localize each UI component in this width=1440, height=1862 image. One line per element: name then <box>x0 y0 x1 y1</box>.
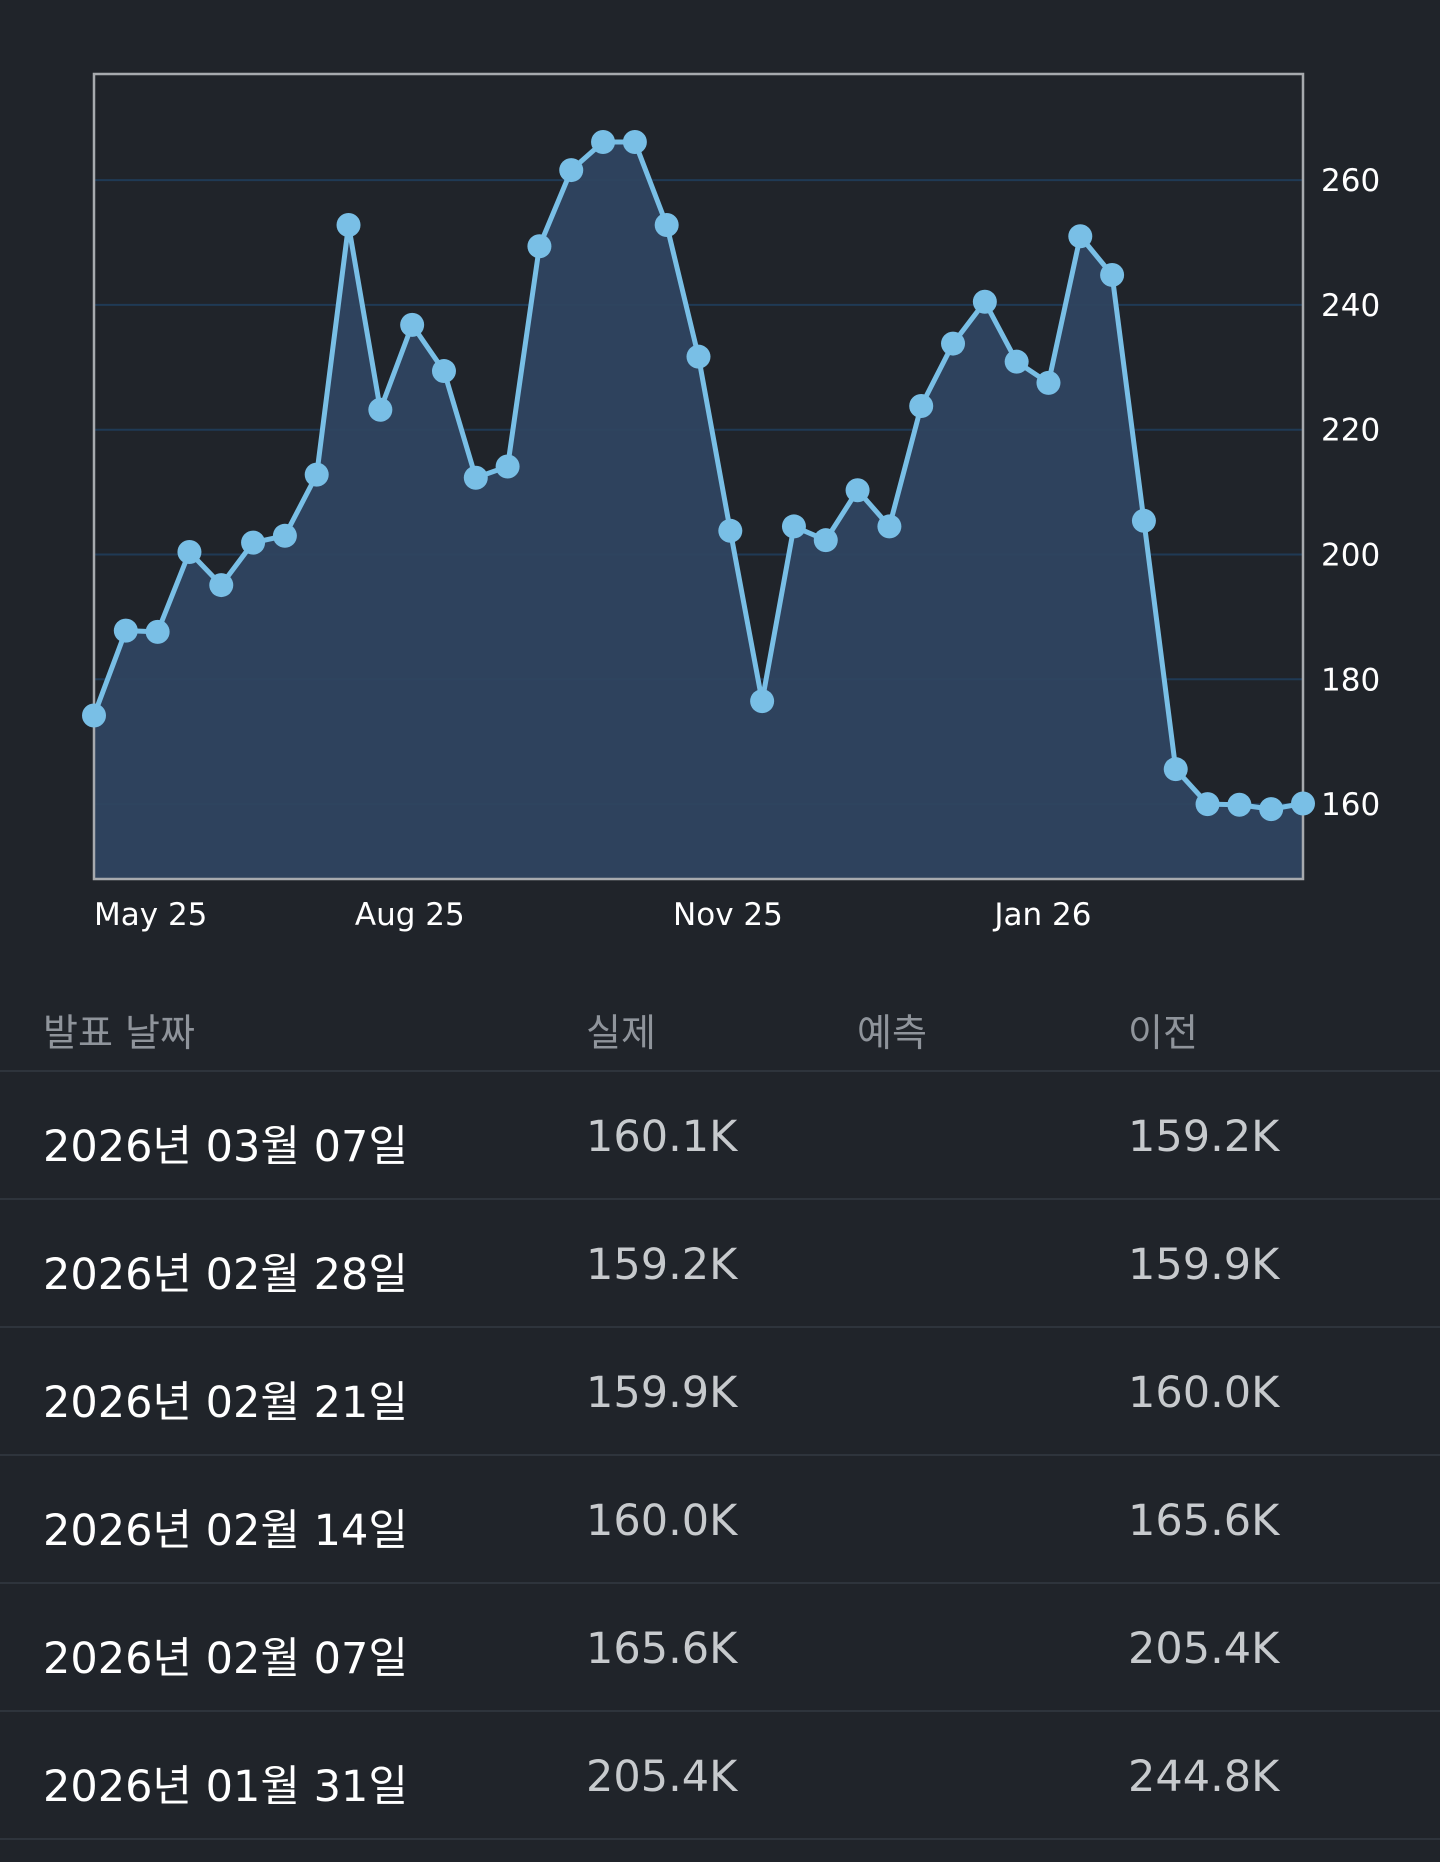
row-actual: 160.0K <box>586 1496 738 1546</box>
data-point <box>145 619 170 644</box>
chart-area: 160 180 200 220 240 260 May 25 Aug 25 Nov 25 Jan … <box>82 72 1380 933</box>
data-point <box>909 393 934 418</box>
row-actual: 165.6K <box>586 1624 738 1674</box>
x-tick-label: May 25 <box>94 897 207 933</box>
row-date: 2026년 02월 07일 <box>43 1634 408 1684</box>
header-previous: 이전 <box>1128 1011 1198 1055</box>
data-point <box>1227 792 1252 817</box>
table-row[interactable]: 2026년 02월 28일 159.2K 159.9K <box>0 1200 1440 1328</box>
table-row[interactable]: 2026년 02월 07일 165.6K 205.4K <box>0 1584 1440 1712</box>
row-actual: 159.9K <box>586 1368 738 1418</box>
data-point <box>1163 757 1188 782</box>
data-point <box>495 454 520 479</box>
data-point <box>622 130 647 155</box>
y-tick-label: 200 <box>1321 538 1380 574</box>
data-point <box>718 518 743 543</box>
table-row[interactable]: 2026년 01월 31일 205.4K 244.8K <box>0 1712 1440 1840</box>
data-point <box>813 528 838 553</box>
row-actual: 160.1K <box>586 1112 738 1162</box>
data-point <box>1068 224 1093 249</box>
table-header: 발표 날짜 실제 예측 이전 <box>0 960 1440 1072</box>
data-point <box>177 540 202 565</box>
y-tick-label: 220 <box>1321 413 1380 449</box>
row-date: 2026년 02월 28일 <box>43 1250 408 1300</box>
row-actual: 205.4K <box>586 1752 738 1802</box>
y-tick-label: 240 <box>1321 288 1380 324</box>
row-previous: 159.9K <box>1128 1240 1280 1290</box>
data-point <box>1036 370 1061 395</box>
data-point <box>1004 349 1029 374</box>
data-point <box>113 618 138 643</box>
data-point <box>400 312 425 337</box>
data-point <box>1100 262 1125 287</box>
header-date: 발표 날짜 <box>43 1011 195 1055</box>
data-point <box>368 397 393 422</box>
data-point <box>559 158 584 183</box>
row-actual: 159.2K <box>586 1240 738 1290</box>
data-point <box>209 573 234 598</box>
row-date: 2026년 02월 21일 <box>43 1378 408 1428</box>
data-point <box>750 689 775 714</box>
data-point <box>1131 508 1156 533</box>
release-table: 발표 날짜 실제 예측 이전 2026년 03월 07일 160.1K 159.… <box>0 960 1440 1840</box>
table-row[interactable]: 2026년 03월 07일 160.1K 159.2K <box>0 1072 1440 1200</box>
data-point <box>527 234 552 259</box>
y-tick-label: 160 <box>1321 787 1380 823</box>
table-row[interactable]: 2026년 02월 21일 159.9K 160.0K <box>0 1328 1440 1456</box>
data-point <box>304 462 329 487</box>
data-point <box>845 478 870 503</box>
data-point <box>1291 791 1315 816</box>
table-row[interactable]: 2026년 02월 14일 160.0K 165.6K <box>0 1456 1440 1584</box>
data-point <box>941 331 966 356</box>
y-tick-label: 180 <box>1321 662 1380 698</box>
data-point <box>463 465 488 490</box>
data-point <box>431 359 456 384</box>
x-tick-label: Jan 26 <box>992 897 1091 933</box>
x-tick-label: Aug 25 <box>355 897 465 933</box>
y-tick-label: 260 <box>1321 163 1380 199</box>
data-point <box>1259 797 1284 822</box>
data-point <box>781 514 806 539</box>
data-point <box>336 213 361 238</box>
data-point <box>82 703 106 728</box>
data-point <box>877 514 902 539</box>
row-previous: 160.0K <box>1128 1368 1280 1418</box>
line-chart: 160 180 200 220 240 260 May 25 Aug 25 Nov 25 Jan … <box>82 72 1380 933</box>
data-point <box>591 130 616 155</box>
row-previous: 205.4K <box>1128 1624 1280 1674</box>
data-point <box>972 289 997 314</box>
row-previous: 165.6K <box>1128 1496 1280 1546</box>
area-fill <box>94 142 1303 879</box>
row-date: 2026년 03월 07일 <box>43 1122 408 1172</box>
data-point <box>241 530 266 555</box>
data-point <box>1195 792 1220 817</box>
plot-frame <box>92 72 1305 881</box>
row-previous: 159.2K <box>1128 1112 1280 1162</box>
data-point <box>654 213 679 238</box>
row-previous: 244.8K <box>1128 1752 1280 1802</box>
data-point <box>272 523 297 548</box>
header-actual: 실제 <box>586 1011 656 1055</box>
data-point <box>686 344 711 369</box>
x-tick-label: Nov 25 <box>673 897 783 933</box>
row-date: 2026년 02월 14일 <box>43 1506 408 1556</box>
header-forecast: 예측 <box>857 1011 927 1055</box>
row-date: 2026년 01월 31일 <box>43 1762 408 1812</box>
